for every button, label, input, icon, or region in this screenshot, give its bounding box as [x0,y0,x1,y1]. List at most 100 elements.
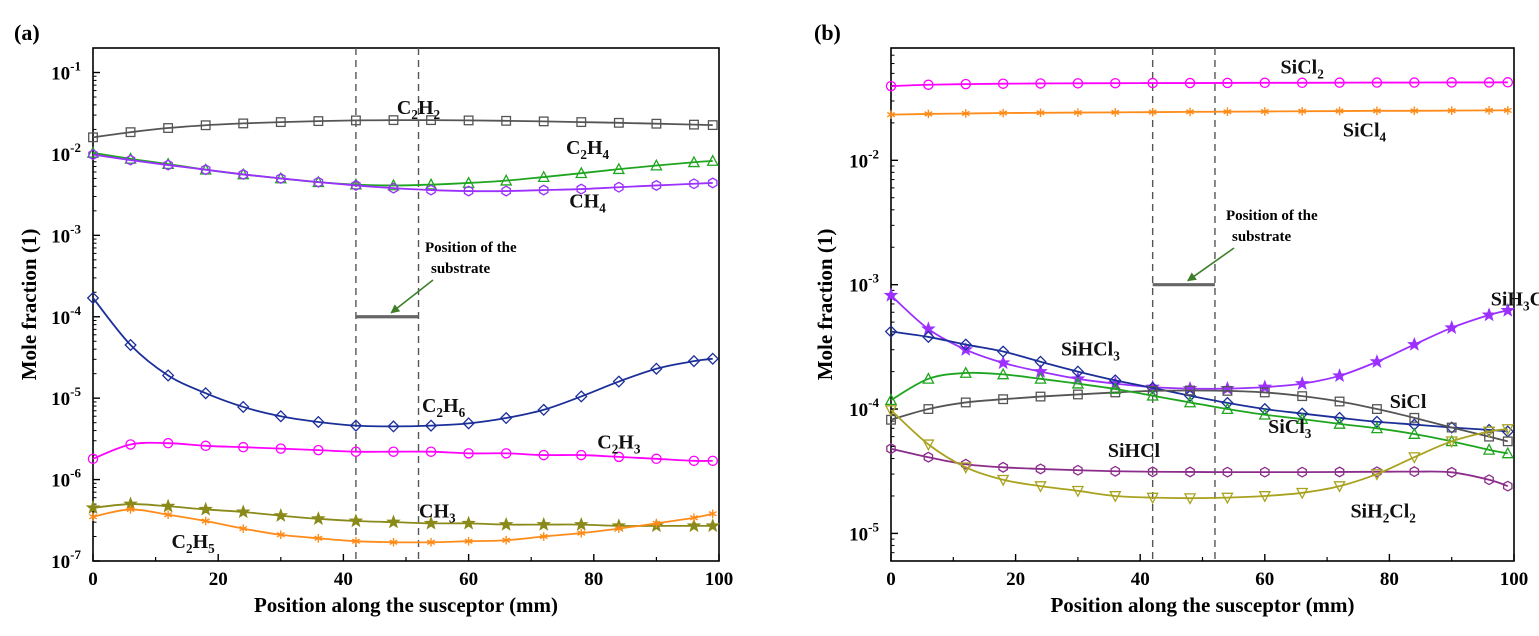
data-point-sihcl3 [996,345,1010,358]
x-tick-label: 0 [886,569,896,590]
y-tick-label: 10-5 [849,519,879,545]
series-label-sicl3: SiCl3 [1268,416,1312,441]
data-point-sicl2 [885,80,897,92]
y-tick-label: 10-5 [51,384,81,410]
data-point-sih2cl2 [1333,481,1346,493]
data-point-c2h3 [237,441,249,453]
data-point-sicl2 [923,79,934,91]
y-tick-label: 10-3 [51,221,81,247]
data-point-c2h3 [651,453,662,465]
data-point-ch4 [351,179,361,192]
data-point-sih2cl2 [996,474,1010,487]
data-point-sicl [1222,385,1233,396]
data-point-sihcl3 [1370,415,1384,428]
data-point-c2h2 [238,118,249,129]
label-subscript: 2 [1383,511,1390,526]
plot-frame [92,47,720,562]
data-point-c2h6 [424,419,438,432]
data-point-c2h6 [537,403,550,417]
y-tick-exponent: -7 [70,547,81,562]
y-tick-base: 10 [51,308,70,329]
label-subscript: 3 [634,442,641,457]
data-point-sih3cl [1257,379,1273,394]
series-label-c2h6: C2H6 [422,395,466,420]
y-tick-base: 10 [849,276,868,297]
data-point-sihcl3 [959,338,972,351]
data-point-sicl4 [1298,106,1307,116]
y-tick-base: 10 [51,145,70,166]
data-point-sicl2 [1184,77,1196,89]
data-point-sicl [1371,404,1382,414]
label-subscript: 2 [1409,511,1416,526]
data-point-c2h5 [88,512,98,522]
series-c2h3 [87,437,718,467]
y-tick-exponent: -5 [70,384,81,399]
y-tick-exponent: -2 [70,140,81,155]
data-point-c2h2 [538,116,549,127]
substrate-arrow [1186,247,1235,282]
substrate-label-line1: Position of the [1226,208,1318,224]
series-ch3 [85,496,721,533]
data-point-c2h2 [163,123,174,133]
label-text: C [566,137,580,159]
y-tick-base: 10 [849,400,868,421]
data-point-c2h3 [613,451,625,463]
data-point-sih3cl [1500,302,1516,317]
data-point-c2h4 [349,177,363,190]
series-label-sicl2: SiCl2 [1281,56,1325,81]
label-subscript: 2 [612,442,619,457]
data-point-ch4 [689,178,699,190]
series-c2h6 [86,291,719,433]
data-point-sicl3 [1408,427,1421,439]
data-point-sicl2 [1483,77,1495,88]
data-point-sihcl [1446,466,1457,478]
y-tick-exponent: -4 [70,303,81,318]
y-tick-base: 10 [849,524,868,545]
x-tick-label: 60 [459,569,478,590]
data-point-ch4 [238,168,249,180]
data-point-ch4 [313,176,324,188]
data-point-ch3 [686,518,702,533]
label-text: SiH [1350,501,1383,523]
data-point-sihcl3 [1109,374,1122,387]
data-point-c2h3 [313,444,324,456]
data-point-c2h2 [200,120,211,131]
data-point-sicl2 [1409,77,1420,88]
data-point-c2h5 [239,524,248,533]
data-point-sihcl [1297,466,1307,478]
label-subscript: 3 [1523,299,1530,314]
series-sihcl [886,443,1513,492]
series-c2h2 [88,115,718,143]
data-point-c2h4 [424,177,438,190]
data-point-sih2cl2 [1482,426,1496,439]
y-axis-label: Mole fraction (1) [17,229,41,381]
x-tick-label: 80 [584,569,603,590]
x-tick-label: 60 [1255,569,1274,590]
data-point-ch3 [386,514,401,529]
data-point-sicl4 [1260,107,1269,116]
data-point-ch4 [426,184,436,196]
data-point-sicl2 [1296,77,1308,89]
data-point-ch4 [463,185,474,197]
data-point-sihcl [1259,466,1270,478]
series-line-c2h4 [92,151,713,187]
data-point-sicl3 [1482,443,1496,455]
data-point-ch4 [707,177,718,189]
label-text: C [597,432,611,454]
data-point-c2h3 [87,453,99,465]
series-sicl3 [884,366,1514,459]
x-axis-label: Position along the susceptor (mm) [254,593,558,617]
label-text: H [618,432,634,454]
data-point-sicl [1502,436,1513,447]
y-tick-base: 10 [51,64,70,85]
data-point-sicl2 [1259,77,1271,89]
data-point-ch4 [538,184,549,196]
series-label-sih3cl: SiH3Cl [1491,289,1539,314]
panel-b-chart: (b)0 20 40 60 80 10010-510-410-310-2Position … [813,20,1539,617]
data-point-sihcl [1502,480,1513,492]
series-line-sih2cl2 [890,409,1508,500]
data-point-ch3 [235,504,251,519]
data-point-c2h6 [237,400,250,414]
data-point-sih3cl [1294,376,1310,390]
